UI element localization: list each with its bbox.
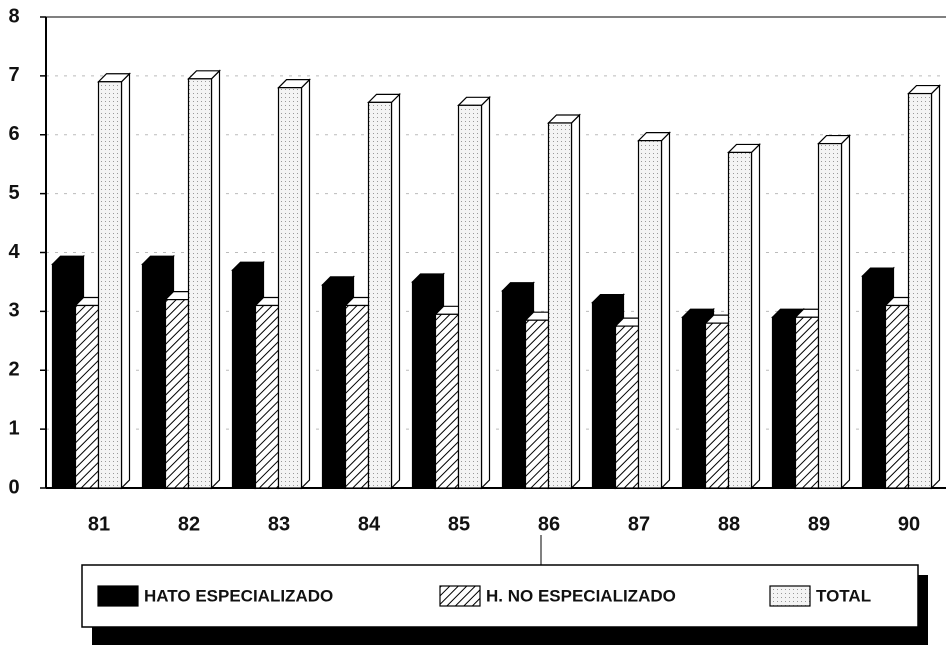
bar	[637, 140, 663, 489]
x-tick-label: 85	[448, 513, 470, 535]
x-tick-label: 83	[268, 513, 290, 535]
bar-side	[930, 84, 941, 490]
x-tick-label: 87	[628, 513, 650, 535]
x-tick-label: 88	[718, 513, 740, 535]
bar	[704, 322, 730, 489]
y-tick-label: 1	[8, 417, 19, 439]
bar	[907, 92, 933, 489]
x-tick-label: 86	[538, 513, 560, 535]
bar	[254, 304, 280, 489]
bar	[367, 101, 393, 489]
bar	[187, 78, 213, 489]
bar	[681, 316, 707, 489]
bar	[501, 290, 527, 489]
legend: HATO ESPECIALIZADO H. NO ESPECIALIZADO TOT…	[81, 535, 928, 645]
bar	[794, 316, 820, 489]
bar	[524, 319, 550, 489]
y-tick-label: 4	[8, 241, 20, 263]
y-tick-label: 2	[8, 359, 19, 381]
y-tick-label: 0	[8, 476, 19, 498]
y-tick-label: 7	[8, 64, 19, 86]
bar	[411, 281, 437, 489]
legend-label: HATO ESPECIALIZADO	[144, 586, 333, 605]
legend-swatch	[97, 585, 139, 607]
bar	[164, 299, 190, 489]
bar	[434, 313, 460, 489]
bar	[51, 263, 77, 489]
bar-side	[570, 113, 581, 490]
bar-side	[210, 69, 221, 490]
bar	[321, 284, 347, 489]
bar-side	[390, 92, 401, 490]
legend-label: TOTAL	[816, 586, 871, 605]
bar	[277, 87, 303, 489]
y-tick-label: 3	[8, 300, 19, 322]
bar	[231, 269, 257, 489]
bar	[817, 142, 843, 489]
bar	[141, 263, 167, 489]
y-tick-label: 8	[8, 5, 19, 27]
bar	[344, 304, 370, 489]
bar	[591, 301, 617, 489]
bar	[771, 316, 797, 489]
bar-side	[750, 142, 761, 490]
bar-side	[660, 131, 671, 490]
bar-side	[840, 134, 851, 490]
x-tick-label: 81	[88, 513, 110, 535]
bar	[861, 275, 887, 489]
legend-swatch	[769, 585, 811, 607]
bar	[74, 304, 100, 489]
x-tick-label: 90	[898, 513, 920, 535]
x-tick-label: 89	[808, 513, 830, 535]
legend-swatch	[439, 585, 481, 607]
y-tick-label: 6	[8, 123, 19, 145]
bar	[727, 151, 753, 489]
bar-side	[480, 95, 491, 490]
bar	[457, 104, 483, 489]
plot-area: 0 1 2 3 4 5 6 7 8 81 82 83 84 85 86 87 88 89 90	[8, 5, 946, 535]
bar	[884, 304, 910, 489]
legend-label: H. NO ESPECIALIZADO	[486, 586, 676, 605]
bar	[97, 81, 123, 489]
bar	[547, 122, 573, 489]
bar	[614, 325, 640, 489]
x-tick-label: 84	[358, 513, 381, 535]
x-tick-label: 82	[178, 513, 200, 535]
y-tick-label: 5	[8, 182, 19, 204]
bar-side	[300, 78, 311, 490]
bar-side	[120, 72, 131, 490]
